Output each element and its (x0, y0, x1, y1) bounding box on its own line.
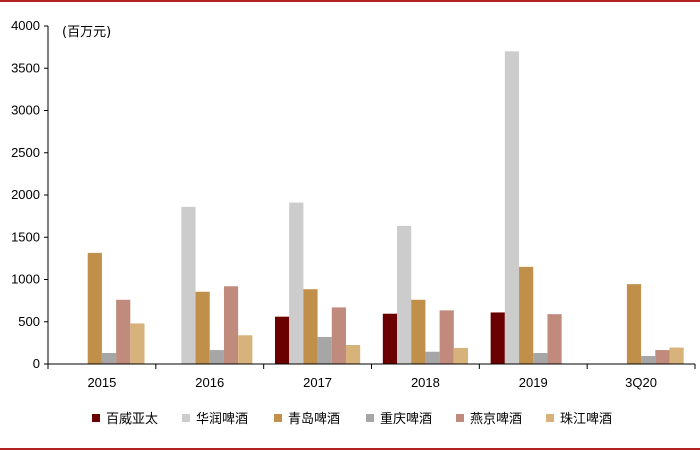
bar (453, 347, 469, 364)
y-tick-label: 500 (18, 314, 40, 329)
legend: 百威亚太 华润啤酒 青岛啤酒 重庆啤酒 燕京啤酒 珠江啤酒 (92, 411, 612, 427)
bar (547, 314, 562, 364)
unit-label: (百万元) (62, 25, 111, 40)
legend-swatch (182, 414, 190, 422)
x-tick-label: 2017 (303, 375, 332, 390)
bar (289, 202, 304, 364)
bar (274, 316, 290, 364)
bar (504, 51, 520, 364)
bar (209, 350, 224, 364)
x-tick-label: 2015 (87, 375, 116, 390)
legend-swatch (546, 414, 554, 422)
bar (411, 299, 426, 364)
bar (317, 336, 332, 364)
bar (397, 225, 412, 364)
y-tick-label: 1000 (11, 272, 40, 287)
y-tick-label: 3000 (11, 103, 40, 118)
bar (181, 206, 196, 364)
legend-swatch (274, 414, 282, 422)
bar (238, 335, 253, 364)
bar (669, 347, 684, 364)
y-tick-label: 3500 (11, 60, 40, 75)
bar (87, 252, 102, 364)
legend-swatch (456, 414, 464, 422)
y-tick-label: 0 (33, 356, 40, 371)
legend-label: 百威亚太 (106, 412, 158, 427)
bar (331, 307, 346, 364)
bar (382, 313, 398, 364)
bar (116, 299, 131, 364)
y-tick-label: 4000 (11, 18, 40, 33)
legend-swatch (366, 414, 374, 422)
bar (223, 286, 239, 364)
bar (626, 284, 642, 364)
bar (101, 353, 117, 364)
bottom-border (0, 448, 700, 450)
legend-label: 华润啤酒 (196, 412, 248, 427)
bar (533, 353, 548, 364)
bar (655, 350, 670, 364)
legend-swatch (92, 414, 100, 422)
bar (641, 355, 656, 364)
y-axis: 0 500 1000 1500 2000 2500 3000 3500 4000 (11, 18, 49, 371)
x-axis: 2015 2016 2017 2018 2019 3Q20 (47, 363, 696, 390)
x-tick-label: 2019 (519, 375, 548, 390)
x-tick-label: 3Q20 (625, 375, 657, 390)
bar (439, 310, 454, 364)
bar (345, 344, 361, 364)
bar (195, 291, 210, 364)
legend-label: 重庆啤酒 (380, 411, 432, 427)
legend-label: 青岛啤酒 (288, 411, 340, 427)
bar (519, 266, 534, 364)
bar (130, 323, 145, 364)
bar (303, 289, 318, 364)
y-tick-label: 2500 (11, 145, 40, 160)
bar (490, 312, 505, 364)
top-border (0, 0, 700, 2)
bar (425, 351, 440, 364)
legend-label: 珠江啤酒 (560, 412, 612, 427)
bars (87, 51, 684, 364)
x-tick-label: 2016 (195, 375, 224, 390)
y-tick-label: 2000 (11, 187, 40, 202)
y-tick-label: 1500 (11, 229, 40, 244)
legend-label: 燕京啤酒 (470, 412, 522, 427)
x-tick-label: 2018 (411, 375, 440, 390)
